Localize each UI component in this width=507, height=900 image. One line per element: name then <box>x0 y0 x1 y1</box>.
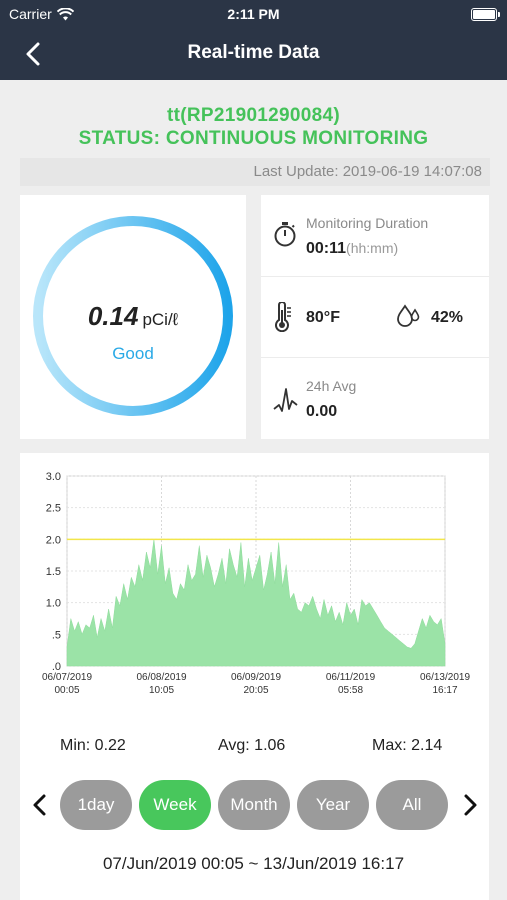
radon-chart: 3.0 2.5 2.0 1.5 1.0 .5 .0 06/07/2019 00:05 06/08… <box>42 471 470 696</box>
duration-suffix: (hh:mm) <box>346 240 399 256</box>
period-month[interactable]: Month <box>218 780 290 830</box>
duration-row: Monitoring Duration 00:11(hh:mm) <box>261 195 489 276</box>
x-tick-time: 20:05 <box>243 685 268 696</box>
last-update-text: Last Update: 2019-06-19 14:07:08 <box>253 163 482 180</box>
x-tick-time: 16:17 <box>432 685 457 696</box>
status-bar: Carrier 2:11 PM <box>0 0 507 28</box>
device-status: STATUS: CONTINUOUS MONITORING <box>78 128 429 149</box>
y-tick-label: 1.5 <box>46 566 61 578</box>
device-name: tt(RP21901290084) <box>166 105 341 126</box>
y-tick-label: .5 <box>52 629 61 641</box>
back-button[interactable] <box>20 40 48 68</box>
last-update-bar: Last Update: 2019-06-19 14:07:08 <box>20 158 490 186</box>
radon-unit: pCi/ℓ <box>142 310 179 329</box>
x-tick-time: 10:05 <box>149 685 174 696</box>
radon-reading: 0.14 pCi/ℓ <box>20 301 246 332</box>
x-tick-date: 06/09/2019 <box>231 672 281 683</box>
duration-value-group: 00:11(hh:mm) <box>306 240 398 258</box>
y-tick-label: 2.0 <box>46 534 61 546</box>
average-row: 24h Avg 0.00 <box>261 357 489 438</box>
radon-value: 0.14 <box>87 301 139 331</box>
page-title: Real-time Data <box>187 42 320 63</box>
x-tick-date: 06/11/2019 <box>326 672 376 683</box>
carrier-label: Carrier <box>9 6 52 22</box>
navigation-bar: Real-time Data <box>0 28 507 80</box>
period-all[interactable]: All <box>376 780 448 830</box>
radon-area-series <box>66 539 446 667</box>
date-range: 07/Jun/2019 00:05 ~ 13/Jun/2019 16:17 <box>102 854 405 873</box>
y-tick-label: .0 <box>52 661 61 673</box>
period-year[interactable]: Year <box>297 780 369 830</box>
stat-min: Min: 0.22 <box>60 737 126 754</box>
x-tick-date: 06/07/2019 <box>42 672 92 683</box>
x-tick-date: 06/13/2019 <box>420 672 470 683</box>
previous-arrow-icon[interactable] <box>29 792 51 818</box>
avg-label: 24h Avg <box>306 378 357 394</box>
y-tick-label: 1.0 <box>46 598 61 610</box>
wifi-icon <box>56 7 74 20</box>
x-tick-time: 00:05 <box>54 685 79 696</box>
carrier-group: Carrier <box>9 6 74 22</box>
environment-row: 80°F 42% <box>261 276 489 357</box>
battery-icon <box>471 8 500 21</box>
avg-value: 0.00 <box>306 403 338 420</box>
info-card: Monitoring Duration 00:11(hh:mm) 80°F 42… <box>261 195 489 439</box>
x-tick-time: 05:58 <box>338 685 363 696</box>
gauge-ring <box>33 216 233 416</box>
temperature-value: 80°F <box>306 309 340 326</box>
period-1day[interactable]: 1day <box>60 780 132 830</box>
gauge-card: 0.14 pCi/ℓ Good <box>20 195 246 439</box>
radon-level-label: Good <box>112 344 154 363</box>
next-arrow-icon[interactable] <box>459 792 481 818</box>
stat-max: Max: 2.14 <box>372 737 443 754</box>
duration-value: 00:11 <box>306 240 347 257</box>
pulse-icon <box>273 388 298 412</box>
y-tick-label: 2.5 <box>46 503 61 515</box>
clock: 2:11 PM <box>227 6 280 22</box>
duration-label: Monitoring Duration <box>306 215 429 231</box>
stopwatch-icon <box>274 222 296 247</box>
stat-avg: Avg: 1.06 <box>218 737 286 754</box>
humidity-value: 42% <box>431 309 464 326</box>
humidity-icon <box>397 304 420 327</box>
thermometer-icon <box>275 302 291 332</box>
x-tick-date: 06/08/2019 <box>136 672 186 683</box>
period-selector: 1day Week Month Year All <box>20 780 489 830</box>
y-tick-label: 3.0 <box>46 471 61 483</box>
period-week[interactable]: Week <box>139 780 211 830</box>
chart-card: 3.0 2.5 2.0 1.5 1.0 .5 .0 06/07/2019 00:05 06/08… <box>20 453 489 900</box>
